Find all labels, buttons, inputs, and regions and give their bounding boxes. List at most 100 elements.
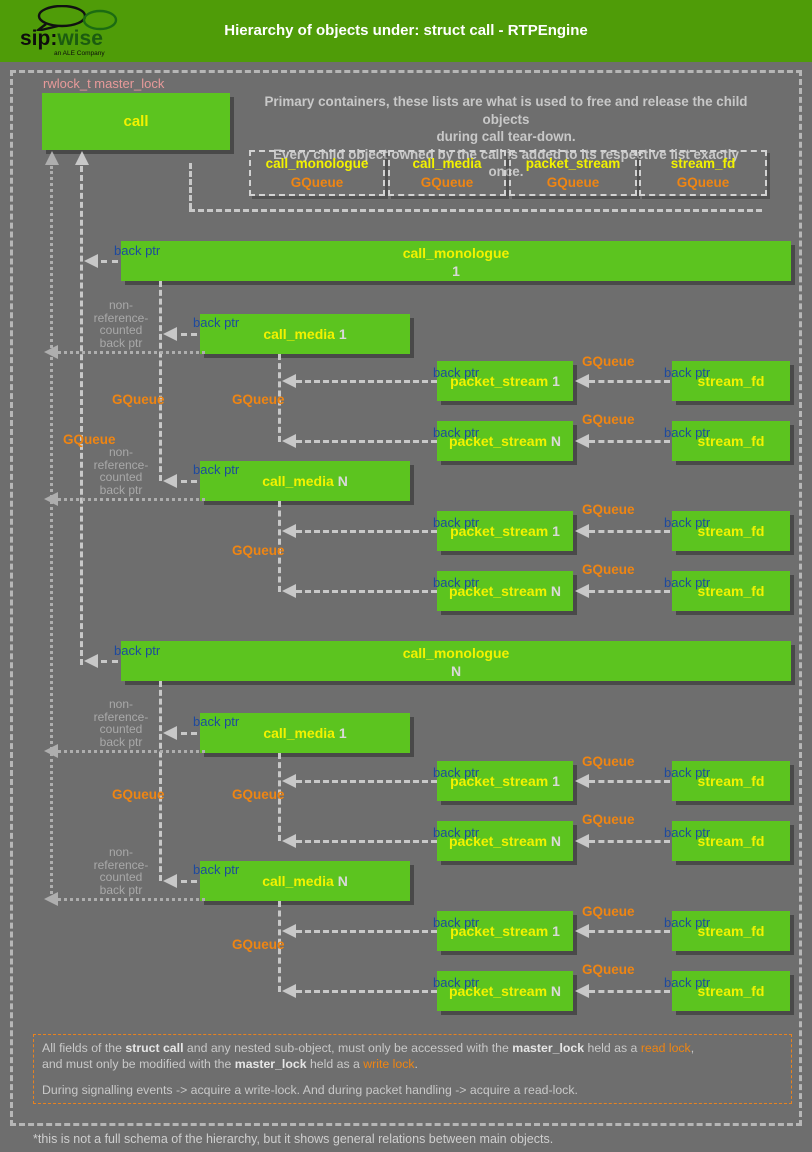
gqueue-label: GQueue <box>582 412 635 427</box>
backptr-dash <box>101 660 118 663</box>
back-ptr-label: back ptr <box>664 515 711 530</box>
node-packet-stream-n: packet_stream N <box>437 971 573 1011</box>
nonref-backptr-label: non- reference- counted back ptr <box>93 697 149 749</box>
backptr-dash <box>101 260 118 263</box>
intro-line-2: during call tear-down. <box>436 129 576 144</box>
gqueue-branch-dash <box>296 440 437 443</box>
arrow-left-icon <box>282 924 296 938</box>
streamfd-backptr-dash <box>589 440 670 443</box>
back-ptr-label: back ptr <box>193 315 240 330</box>
queue-name: call_monologue <box>265 156 369 171</box>
gqueue-branch-dash <box>296 380 437 383</box>
arrow-left-icon <box>163 474 177 488</box>
line-monologue-backptr-to-call <box>80 166 83 665</box>
arrow-left-icon <box>282 834 296 848</box>
header-bar: Hierarchy of objects under: struct call … <box>0 0 812 62</box>
gqueue-label: GQueue <box>582 754 635 769</box>
back-ptr-label: back ptr <box>433 975 480 990</box>
queue-name: call_media <box>412 156 482 171</box>
node-packet-stream-n: packet_stream N <box>437 821 573 861</box>
arrow-left-icon <box>282 584 296 598</box>
arrow-left-icon <box>282 524 296 538</box>
arrow-left-nonref-icon <box>44 492 58 506</box>
nonref-dotted-line <box>58 351 205 354</box>
gqueue-branch-dash <box>296 990 437 993</box>
arrow-up-backptr-icon <box>75 151 89 165</box>
back-ptr-label: back ptr <box>193 862 240 877</box>
node-stream-fd: stream_fd <box>672 511 790 551</box>
back-ptr-label: back ptr <box>664 915 711 930</box>
node-packet-stream-1: packet_stream 1 <box>437 761 573 801</box>
logo-sip: sip: <box>20 27 58 50</box>
line-media1-gqueue <box>278 354 281 442</box>
back-ptr-label: back ptr <box>664 575 711 590</box>
gqueue-label: GQueue <box>582 812 635 827</box>
queue-box-call-monologue: call_monologue GQueue <box>249 150 385 196</box>
logo-wordmark: sip:wise <box>20 27 103 51</box>
arrow-left-icon <box>282 374 296 388</box>
arrow-left-icon <box>282 984 296 998</box>
diagram-frame <box>10 70 802 1126</box>
queue-type: GQueue <box>290 175 344 190</box>
node-call-monologue-n: call_monologue N <box>121 641 791 681</box>
node-call-media-n: call_media N <box>200 861 410 901</box>
back-ptr-label: back ptr <box>433 515 480 530</box>
node-packet-stream-1: packet_stream 1 <box>437 911 573 951</box>
line-media1-gqueue <box>278 753 281 841</box>
streamfd-backptr-dash <box>589 590 670 593</box>
back-ptr-label: back ptr <box>114 643 161 658</box>
back-ptr-label: back ptr <box>433 575 480 590</box>
node-index: N <box>450 663 462 679</box>
arrow-left-icon <box>84 254 98 268</box>
lock-note-line-1: All fields of the struct call and any ne… <box>42 1041 695 1055</box>
streamfd-backptr-dash <box>589 380 670 383</box>
queue-box-stream-fd: stream_fd GQueue <box>639 150 767 196</box>
arrow-left-icon <box>282 434 296 448</box>
streamfd-backptr-dash <box>589 990 670 993</box>
arrow-left-nonref-icon <box>44 892 58 906</box>
back-ptr-label: back ptr <box>664 975 711 990</box>
back-ptr-label: back ptr <box>193 462 240 477</box>
arrow-left-nonref-icon <box>44 744 58 758</box>
gqueue-label: GQueue <box>112 392 165 407</box>
queue-type: GQueue <box>546 175 600 190</box>
node-stream-fd: stream_fd <box>672 361 790 401</box>
arrow-left-icon <box>163 327 177 341</box>
gqueue-label: GQueue <box>582 962 635 977</box>
node-call-media-1: call_media 1 <box>200 314 410 354</box>
lock-note-box: All fields of the struct call and any ne… <box>33 1034 792 1104</box>
node-call-monologue-1: call_monologue 1 <box>121 241 791 281</box>
node-packet-stream-n: packet_stream N <box>437 421 573 461</box>
streamfd-backptr-dash <box>589 530 670 533</box>
gqueue-label: GQueue <box>232 392 285 407</box>
nonref-backptr-label: non- reference- counted back ptr <box>93 298 149 350</box>
speech-bubbles-icon <box>36 5 118 31</box>
gqueue-label: GQueue <box>232 787 285 802</box>
back-ptr-label: back ptr <box>664 765 711 780</box>
connector-call-to-queues-h <box>189 209 762 212</box>
backptr-dash <box>181 480 197 483</box>
node-packet-stream-1: packet_stream 1 <box>437 361 573 401</box>
queue-name: stream_fd <box>670 156 736 171</box>
arrow-left-icon <box>575 924 589 938</box>
arrow-left-icon <box>575 834 589 848</box>
arrow-up-nonref-icon <box>45 151 59 165</box>
footnote: *this is not a full schema of the hierar… <box>33 1132 554 1146</box>
gqueue-label: GQueue <box>63 432 116 447</box>
backptr-dash <box>181 333 197 336</box>
queue-box-call-media: call_media GQueue <box>388 150 506 196</box>
arrow-left-icon <box>575 984 589 998</box>
node-stream-fd: stream_fd <box>672 571 790 611</box>
back-ptr-label: back ptr <box>193 714 240 729</box>
queue-box-packet-stream: packet_stream GQueue <box>509 150 637 196</box>
back-ptr-label: back ptr <box>433 825 480 840</box>
connector-call-to-queues-v <box>189 163 192 209</box>
line-monologueN-gqueue <box>159 681 162 881</box>
streamfd-backptr-dash <box>589 930 670 933</box>
node-call: call <box>42 93 230 150</box>
nonref-dotted-line <box>58 750 205 753</box>
arrow-left-icon <box>163 874 177 888</box>
logo-wise: wise <box>57 27 103 50</box>
gqueue-label: GQueue <box>232 543 285 558</box>
